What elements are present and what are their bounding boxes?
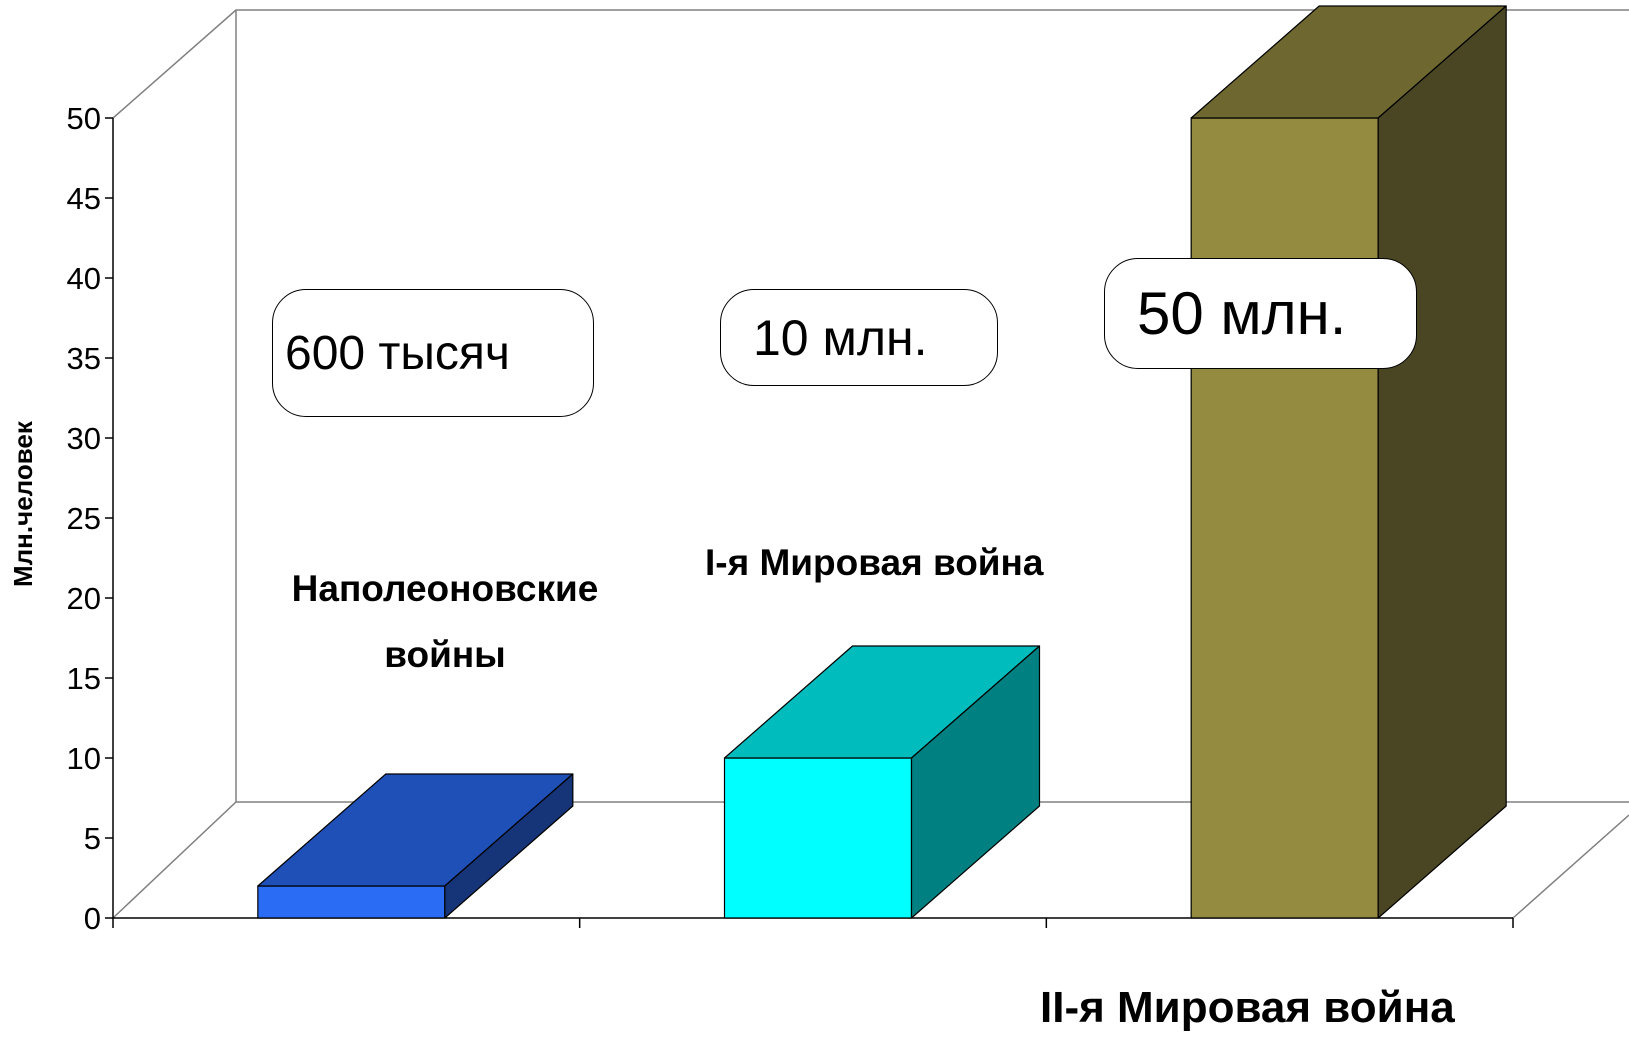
bar-ww2-side [1377, 5, 1507, 919]
data-label-napoleonic-wars-text: 600 тысяч [285, 326, 510, 380]
category-label-ww1: I-я Мировая война [705, 542, 1044, 583]
bar-ww1-front [723, 757, 913, 919]
y-tick-label: 10 [67, 741, 101, 776]
y-tick-label: 35 [67, 341, 101, 376]
y-axis-ticks: 0 5 10 15 20 25 30 35 40 45 50 [67, 101, 113, 936]
y-tick-label: 50 [67, 101, 101, 136]
category-label-ww2: II-я Мировая война [1040, 983, 1455, 1032]
bar-napoleonic-side [444, 773, 574, 919]
data-label-napoleonic-wars: 600 тысяч [272, 289, 594, 417]
bar-ww1 [723, 645, 1041, 919]
data-label-ww1-text: 10 млн. [753, 309, 928, 366]
data-label-ww1: 10 млн. [720, 289, 998, 386]
y-tick-label: 30 [67, 421, 101, 456]
bar-ww2 [1190, 5, 1507, 919]
bar-ww2-front [1190, 117, 1379, 919]
y-tick-label: 20 [67, 581, 101, 616]
bar-napoleonic-front [257, 885, 446, 919]
data-label-ww2-text: 50 млн. [1137, 280, 1347, 347]
category-label-napoleonic-wars: Наполеоновские войны [291, 568, 599, 675]
x-axis-ticks [112, 918, 1514, 928]
chart-walls [112, 9, 1629, 919]
y-tick-label: 0 [84, 901, 101, 936]
floor-right-edge [1512, 814, 1629, 919]
floor-back-edge [112, 801, 1629, 919]
bars [257, 5, 1507, 919]
data-label-ww2: 50 млн. [1104, 258, 1417, 369]
y-tick-label: 40 [67, 261, 101, 296]
y-tick-label: 25 [67, 501, 101, 536]
bar-napoleonic [257, 773, 574, 919]
y-axis-label: Млн.человек [8, 421, 38, 587]
y-tick-label: 45 [67, 181, 101, 216]
bar-ww1-side [910, 645, 1041, 919]
y-tick-label: 5 [84, 821, 101, 856]
y-tick-label: 15 [67, 661, 101, 696]
